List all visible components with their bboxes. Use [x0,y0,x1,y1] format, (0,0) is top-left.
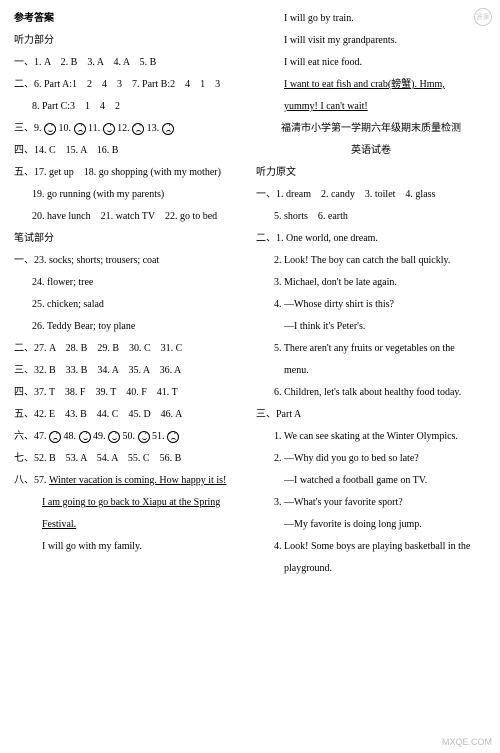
answer-line: 一、23. socks; shorts; trousers; coat [14,254,244,268]
answer-line: —I think it's Peter's. [256,320,486,334]
answer-line: 4. —Whose dirty shirt is this? [256,298,486,312]
answer-line: menu. [256,364,486,378]
answer-line: 6. Children, let's talk about healthy fo… [256,386,486,400]
smiley-icon [74,123,86,135]
label: 10. [59,123,72,134]
answer-line: 25. chicken; salad [14,298,244,312]
answer-line: 20. have lunch 21. watch TV 22. go to be… [14,210,244,224]
underlined-text: I want to eat fish and crab(螃蟹). Hmm, [256,78,486,92]
answer-line: 19. go running (with my parents) [14,188,244,202]
label: 49. [93,431,106,442]
smiley-icon [108,431,120,443]
answer-line: 二、27. A 28. B 29. B 30. C 31. C [14,342,244,356]
label: 50. [123,431,136,442]
answer-line: 5. There aren't any fruits or vegetables… [256,342,486,356]
left-column: 参考答案 听力部分 一、1. A 2. B 3. A 4. A 5. B 二、6… [8,12,250,584]
answer-line: playground. [256,562,486,576]
answer-line: 1. We can see skating at the Winter Olym… [256,430,486,444]
answer-line: 三、Part A [256,408,486,422]
answer-line: 二、1. One world, one dream. [256,232,486,246]
answer-line: I will go by train. [256,12,486,26]
smiley-icon [138,431,150,443]
label: 51. [152,431,165,442]
answer-line: 一、1. A 2. B 3. A 4. A 5. B [14,56,244,70]
heading: 参考答案 [14,12,244,26]
smiley-icon [162,123,174,135]
label: 六、47. [14,431,47,442]
answer-line: I will visit my grandparents. [256,34,486,48]
label: 11. [88,123,100,134]
answer-line: 一、1. dream 2. candy 3. toilet 4. glass [256,188,486,202]
heading: 福清市小学第一学期六年级期末质量检测 [256,122,486,136]
answer-line: 3. Michael, don't be late again. [256,276,486,290]
corner-badge: 答案 [474,8,492,26]
answer-line: 八、57. Winter vacation is coming. How hap… [14,474,244,488]
answer-line: 四、37. T 38. F 39. T 40. F 41. T [14,386,244,400]
smiley-icon [49,431,61,443]
label: 13. [147,123,160,134]
label: 48. [64,431,77,442]
underlined-text: Festival. [14,518,244,532]
answer-line: 3. —What's your favorite sport? [256,496,486,510]
answer-line: 24. flower; tree [14,276,244,290]
answer-line: I will go with my family. [14,540,244,554]
answer-line: 二、6. Part A:1 2 4 3 7. Part B:2 4 1 3 [14,78,244,92]
smiley-icon [132,123,144,135]
right-column: I will go by train. I will visit my gran… [250,12,492,584]
answer-line: 六、47. 48. 49. 50. 51. [14,430,244,444]
answer-line: 26. Teddy Bear; toy plane [14,320,244,334]
answer-line: 三、9. 10. 11. 12. 13. [14,122,244,136]
answer-line: 七、52. B 53. A 54. A 55. C 56. B [14,452,244,466]
label: 12. [117,123,130,134]
answer-line: 五、17. get up 18. go shopping (with my mo… [14,166,244,180]
heading: 笔试部分 [14,232,244,246]
answer-line: 4. Look! Some boys are playing basketbal… [256,540,486,554]
answer-line: 2. —Why did you go to bed so late? [256,452,486,466]
smiley-icon [44,123,56,135]
underlined-text: I am going to go back to Xiapu at the Sp… [14,496,244,510]
heading: 听力部分 [14,34,244,48]
heading: 听力原文 [256,166,486,180]
smiley-icon [167,431,179,443]
underlined-text: yummy! I can't wait! [256,100,486,114]
answer-line: 五、42. E 43. B 44. C 45. D 46. A [14,408,244,422]
underlined-text: Winter vacation is coming. How happy it … [49,475,226,486]
answer-line: 5. shorts 6. earth [256,210,486,224]
answer-line: 2. Look! The boy can catch the ball quic… [256,254,486,268]
smiley-icon [103,123,115,135]
label: 八、57. [14,475,47,486]
answer-line: 8. Part C:3 1 4 2 [14,100,244,114]
label: 三、9. [14,123,42,134]
answer-line: —I watched a football game on TV. [256,474,486,488]
answer-line: 三、32. B 33. B 34. A 35. A 36. A [14,364,244,378]
answer-line: —My favorite is doing long jump. [256,518,486,532]
heading: 英语试卷 [256,144,486,158]
answer-line: 四、14. C 15. A 16. B [14,144,244,158]
smiley-icon [79,431,91,443]
watermark: MXQE.COM [442,737,492,747]
answer-line: I will eat nice food. [256,56,486,70]
